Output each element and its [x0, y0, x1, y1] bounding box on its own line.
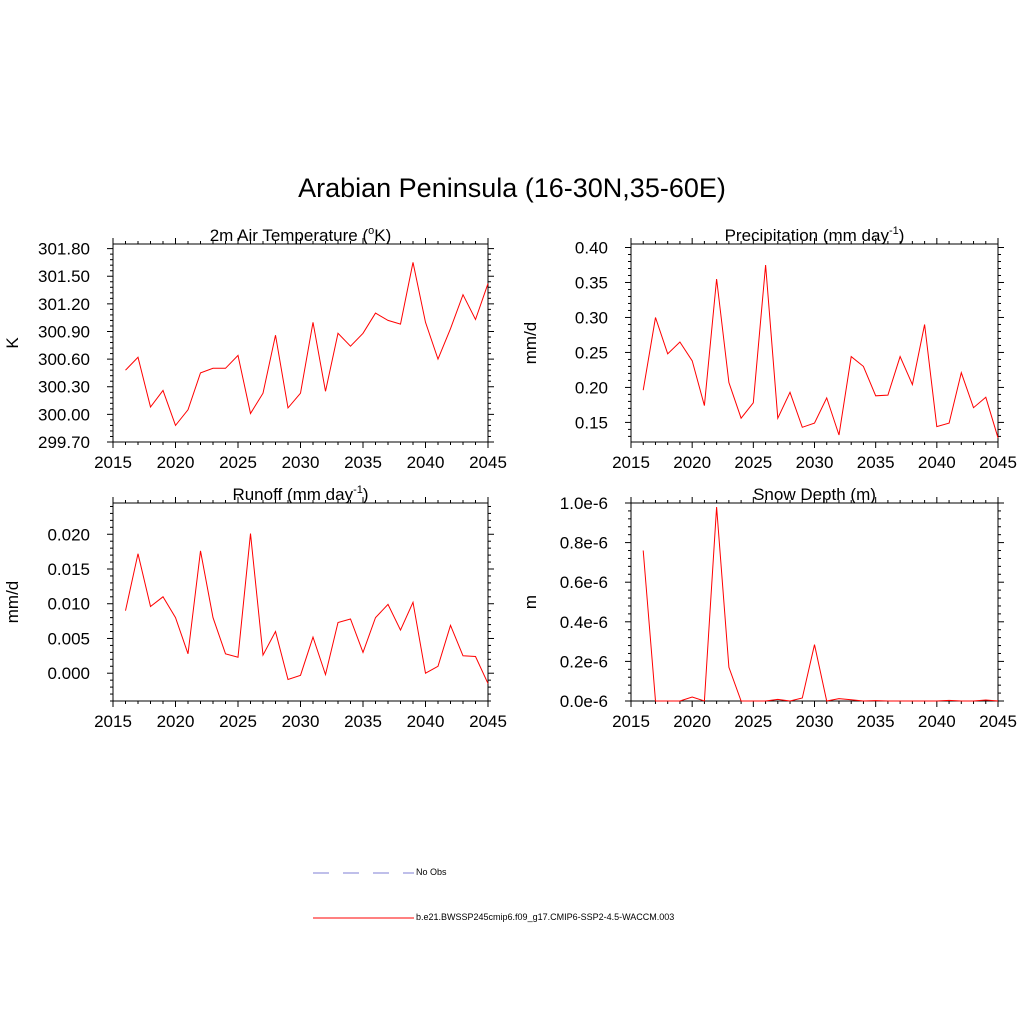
y-tick-label: 0.000: [47, 664, 90, 683]
y-tick-label: 300.90: [38, 322, 90, 341]
y-tick-label: 0.020: [47, 525, 90, 544]
y-tick-label: 300.30: [38, 378, 90, 397]
y-axis-label: K: [3, 337, 22, 349]
y-tick-label: 0.20: [575, 378, 608, 397]
series-line: [125, 533, 489, 684]
x-tick-label: 2030: [796, 453, 834, 472]
plot-frame: [112, 502, 489, 702]
panel-title: Runoff (mm day-1): [232, 484, 368, 504]
x-tick-label: 2035: [857, 712, 895, 731]
x-tick-label: 2015: [94, 712, 132, 731]
x-tick-label: 2045: [979, 712, 1017, 731]
y-tick-label: 0.6e-6: [560, 573, 608, 592]
y-tick-label: 0.8e-6: [560, 534, 608, 553]
x-tick-label: 2015: [612, 712, 650, 731]
plot-frame: [630, 502, 999, 702]
x-tick-label: 2035: [857, 453, 895, 472]
panel-title: 2m Air Temperature (oK): [210, 225, 392, 245]
y-axis-label: mm/d: [521, 322, 540, 365]
x-tick-label: 2045: [469, 453, 507, 472]
y-tick-label: 0.40: [575, 238, 608, 257]
panel-1: 2015 2020 2025 2030 2035 2040 2045 299.70 300.00…: [3, 225, 507, 472]
panel-title: Precipitation (mm day-1): [725, 225, 905, 245]
series-line: [642, 264, 999, 438]
y-tick-label: 0.005: [47, 629, 90, 648]
x-tick-label: 2040: [918, 453, 956, 472]
y-axis-label: mm/d: [3, 581, 22, 624]
x-tick-label: 2045: [469, 712, 507, 731]
y-tick-label: 299.70: [38, 433, 90, 452]
y-tick-label: 0.015: [47, 560, 90, 579]
x-tick-label: 2025: [734, 453, 772, 472]
x-tick-label: 2020: [673, 712, 711, 731]
x-tick-label: 2020: [673, 453, 711, 472]
x-tick-label: 2035: [344, 712, 382, 731]
plot-frame: [112, 243, 489, 443]
y-tick-label: 300.60: [38, 350, 90, 369]
y-tick-label: 301.50: [38, 267, 90, 286]
y-tick-label: 1.0e-6: [560, 494, 608, 513]
y-tick-label: 0.2e-6: [560, 652, 608, 671]
y-tick-label: 0.15: [575, 413, 608, 432]
y-tick-label: 0.35: [575, 273, 608, 292]
y-tick-label: 0.010: [47, 595, 90, 614]
y-tick-label: 301.20: [38, 295, 90, 314]
x-tick-label: 2040: [407, 712, 445, 731]
x-tick-label: 2030: [282, 712, 320, 731]
panel-2: 2015 2020 2025 2030 2035 2040 2045 0.15 0.20 0.25…: [521, 225, 1017, 472]
legend: [313, 872, 414, 919]
x-tick-label: 2030: [282, 453, 320, 472]
x-tick-label: 2030: [796, 712, 834, 731]
y-tick-label: 0.0e-6: [560, 692, 608, 711]
y-tick-label: 0.4e-6: [560, 613, 608, 632]
series-line: [642, 506, 999, 702]
x-tick-label: 2040: [918, 712, 956, 731]
y-tick-label: 300.00: [38, 405, 90, 424]
x-tick-label: 2015: [94, 453, 132, 472]
x-tick-label: 2015: [612, 453, 650, 472]
panel-4: 2015 2020 2025 2030 2035 2040 2045 0.0e-6 0.2e-6…: [521, 485, 1017, 731]
series-line: [125, 262, 489, 427]
panel-title: Snow Depth (m): [753, 485, 876, 504]
x-tick-label: 2025: [734, 712, 772, 731]
x-tick-label: 2035: [344, 453, 382, 472]
x-tick-label: 2045: [979, 453, 1017, 472]
plot-frame: [630, 243, 999, 443]
x-tick-label: 2020: [157, 453, 195, 472]
y-axis-label: m: [521, 595, 540, 609]
legend-obs-label: No Obs: [416, 867, 447, 877]
y-tick-label: 0.25: [575, 343, 608, 362]
x-tick-label: 2020: [157, 712, 195, 731]
panel-3: 2015 2020 2025 2030 2035 2040 2045 0.000 0.005 0.…: [3, 484, 507, 731]
y-tick-label: 301.80: [38, 240, 90, 259]
y-tick-label: 0.30: [575, 308, 608, 327]
x-tick-label: 2025: [219, 712, 257, 731]
legend-model-label: b.e21.BWSSP245cmip6.f09_g17.CMIP6-SSP2-4…: [416, 912, 675, 922]
main-title: Arabian Peninsula (16-30N,35-60E): [298, 173, 726, 203]
x-tick-label: 2040: [407, 453, 445, 472]
x-tick-label: 2025: [219, 453, 257, 472]
